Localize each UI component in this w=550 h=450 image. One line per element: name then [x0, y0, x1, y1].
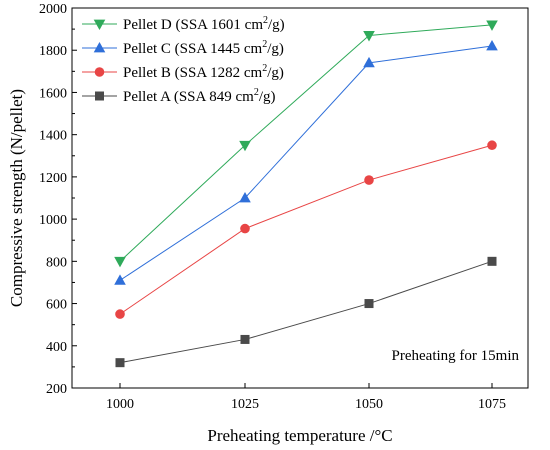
series-triangle-down — [114, 20, 498, 268]
y-tick-label: 2000 — [39, 2, 67, 17]
legend-entry: Pellet D (SSA 1601 cm2/g) — [82, 15, 285, 33]
data-point — [487, 256, 497, 266]
legend-entry: Pellet C (SSA 1445 cm2/g) — [82, 39, 284, 57]
data-point — [486, 40, 498, 51]
x-tick-label: 1025 — [231, 397, 259, 412]
y-axis-label: Compressive strength (N/pellet) — [7, 89, 26, 307]
series-square — [115, 256, 497, 368]
data-point — [239, 192, 251, 203]
series-circle — [115, 140, 497, 319]
y-tick-label: 1800 — [39, 44, 67, 59]
data-point — [486, 20, 498, 31]
data-point — [240, 223, 250, 234]
y-axis: 200 400 600 800 1000 1200 1400 1600 1800 2000 — [39, 2, 77, 397]
legend-label: Pellet B (SSA 1282 cm2/g) — [123, 63, 284, 81]
y-tick-label: 1000 — [39, 213, 67, 228]
legend-marker — [93, 19, 106, 30]
legend-marker — [94, 67, 105, 77]
legend-entry: Pellet B (SSA 1282 cm2/g) — [82, 63, 284, 81]
y-tick-label: 400 — [46, 340, 67, 355]
x-tick-label: 1075 — [478, 397, 506, 412]
legend-marker — [93, 42, 106, 53]
x-tick-label: 1000 — [106, 397, 134, 412]
data-point — [364, 299, 374, 309]
series-line — [119, 24, 493, 262]
y-tick-label: 200 — [46, 382, 67, 397]
data-point — [240, 334, 250, 344]
annotation-preheating-time: Preheating for 15min — [392, 348, 520, 364]
data-point — [115, 309, 125, 319]
x-axis-label: Preheating temperature /°C — [207, 426, 392, 445]
y-tick-label: 800 — [46, 255, 67, 270]
y-tick-label: 1600 — [39, 86, 67, 101]
y-tick-label: 1200 — [39, 171, 67, 186]
series-triangle-up — [114, 40, 498, 285]
legend-entry: Pellet A (SSA 849 cm2/g) — [82, 87, 276, 105]
x-axis: 1000 1025 1050 1075 — [106, 383, 506, 412]
series-line — [119, 144, 493, 315]
legend-marker — [95, 91, 104, 101]
data-point — [364, 175, 374, 185]
data-point — [487, 140, 497, 151]
data-point — [114, 256, 126, 268]
legend-label: Pellet A (SSA 849 cm2/g) — [123, 87, 276, 105]
data-point — [114, 274, 126, 285]
legend-label: Pellet C (SSA 1445 cm2/g) — [123, 39, 284, 57]
series-line — [119, 45, 493, 281]
legend-label: Pellet D (SSA 1601 cm2/g) — [123, 15, 285, 33]
legend: Pellet D (SSA 1601 cm2/g) Pellet C (SSA 1… — [82, 15, 285, 105]
series-line — [119, 260, 493, 364]
series-layer — [114, 20, 498, 368]
data-point — [115, 358, 125, 368]
data-point — [363, 31, 375, 42]
data-point — [363, 56, 375, 68]
x-tick-label: 1050 — [355, 397, 383, 412]
y-tick-label: 600 — [46, 298, 67, 313]
y-tick-label: 1400 — [39, 129, 67, 144]
data-point — [239, 140, 251, 152]
